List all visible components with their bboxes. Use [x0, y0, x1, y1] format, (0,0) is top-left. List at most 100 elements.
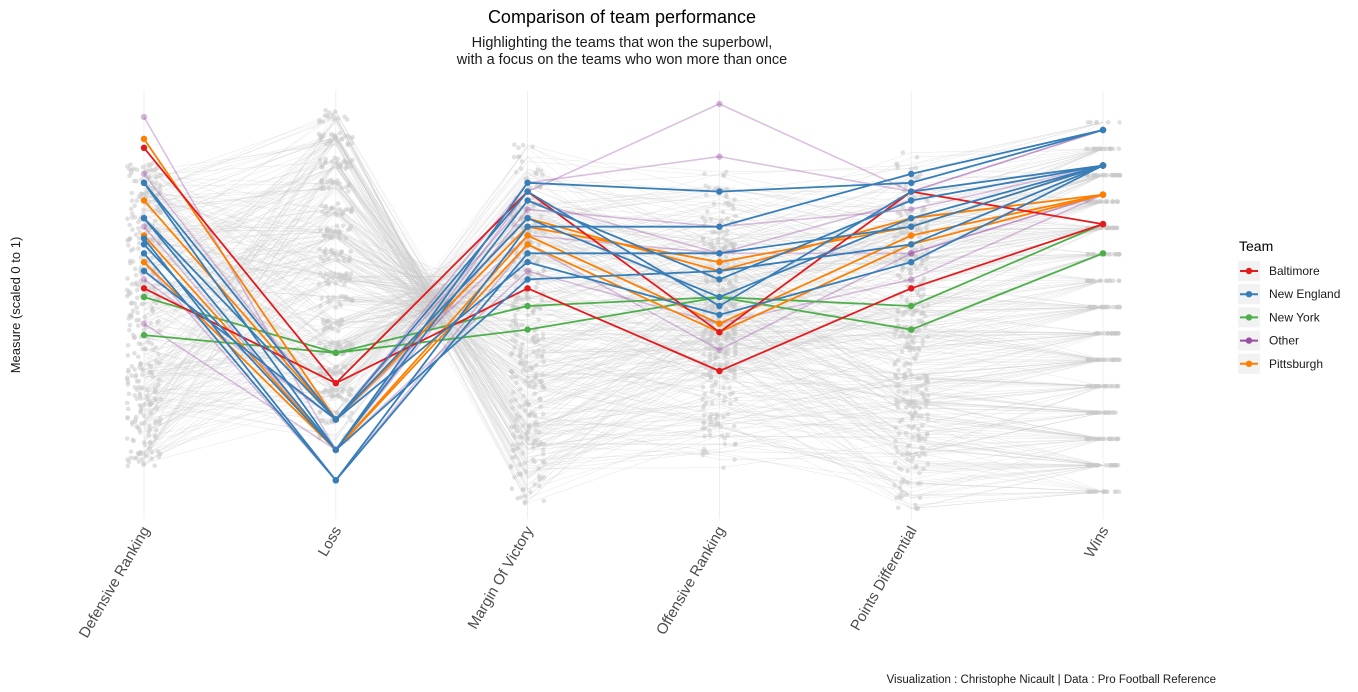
- background-point: [540, 452, 546, 457]
- legend-key-point: [1245, 314, 1253, 321]
- background-point: [326, 318, 332, 324]
- background-point: [512, 474, 517, 480]
- background-point: [317, 341, 323, 346]
- background-point: [896, 389, 901, 394]
- background-point: [903, 278, 908, 283]
- background-point: [902, 362, 907, 368]
- series-line-new-england: [143, 164, 1104, 421]
- series-point-new-england: [524, 276, 531, 283]
- background-line: [143, 248, 1104, 390]
- background-point: [141, 420, 147, 426]
- background-line: [143, 121, 1104, 492]
- background-line: [143, 169, 1104, 393]
- background-point: [701, 413, 707, 418]
- background-point: [725, 216, 730, 221]
- background-line: [143, 207, 1104, 402]
- background-line: [143, 156, 1104, 395]
- background-point: [714, 339, 720, 345]
- background-point: [517, 462, 522, 468]
- series-point-new-england: [908, 241, 915, 248]
- legend-key-point: [1245, 291, 1253, 298]
- background-point: [523, 469, 529, 474]
- background-point: [330, 275, 336, 281]
- background-point: [157, 183, 163, 188]
- background-point: [723, 254, 729, 260]
- background-point: [913, 451, 919, 457]
- background-line: [143, 262, 1104, 418]
- series-line-new-england: [143, 164, 1104, 482]
- background-line: [143, 188, 1104, 371]
- background-point: [134, 179, 139, 184]
- background-point: [154, 166, 160, 171]
- background-point: [125, 382, 131, 387]
- background-point: [716, 236, 721, 241]
- background-point: [1116, 278, 1122, 284]
- background-point: [323, 420, 329, 426]
- background-point: [129, 373, 134, 378]
- series-point-new-england: [332, 477, 339, 484]
- background-point: [323, 160, 328, 165]
- background-line: [143, 239, 1104, 388]
- background-point: [919, 208, 925, 214]
- background-point: [897, 184, 902, 189]
- background-point: [138, 254, 144, 260]
- background-point: [141, 207, 146, 212]
- background-point: [322, 113, 328, 118]
- background-point: [917, 405, 923, 411]
- background-line: [143, 163, 1104, 456]
- background-point: [133, 372, 139, 378]
- background-point: [1102, 331, 1107, 336]
- background-point: [728, 368, 733, 374]
- background-point: [706, 185, 712, 190]
- background-point: [125, 353, 131, 358]
- series-point-new-england: [524, 215, 531, 222]
- background-point: [897, 231, 903, 236]
- series-point-new-england: [524, 188, 531, 195]
- background-point: [918, 383, 924, 389]
- background-line: [143, 161, 1104, 440]
- background-point: [147, 439, 153, 445]
- background-point: [901, 375, 907, 381]
- series-point-new-york: [908, 326, 915, 333]
- background-point: [126, 316, 131, 321]
- background-point: [1085, 489, 1090, 495]
- series-point-new-england: [908, 188, 915, 195]
- background-point: [712, 229, 718, 235]
- background-point: [338, 163, 343, 168]
- background-point: [1097, 278, 1103, 284]
- background-point: [540, 172, 545, 178]
- background-point: [511, 154, 517, 160]
- background-point: [340, 272, 345, 278]
- background-point: [149, 180, 155, 186]
- background-point: [708, 354, 713, 360]
- background-point: [533, 285, 539, 290]
- background-point: [531, 438, 537, 443]
- background-point: [722, 441, 728, 447]
- series-point-other: [140, 170, 148, 178]
- background-point: [129, 190, 134, 196]
- series-point-new-york: [1099, 250, 1107, 257]
- background-point: [722, 394, 728, 400]
- background-point: [333, 253, 339, 259]
- series-point-new-england: [716, 302, 723, 310]
- background-line: [143, 167, 1104, 446]
- background-line: [143, 280, 1104, 356]
- background-line: [143, 238, 1104, 367]
- background-point: [514, 428, 520, 434]
- background-point: [529, 255, 534, 261]
- background-point: [907, 402, 912, 408]
- background-point: [709, 306, 715, 312]
- background-point: [324, 227, 330, 233]
- background-point: [1108, 278, 1113, 284]
- series-point-new-england: [716, 276, 723, 283]
- background-point: [708, 416, 713, 421]
- background-point: [530, 309, 536, 314]
- background-point: [716, 230, 722, 236]
- background-point: [136, 384, 142, 390]
- background-point: [523, 206, 528, 212]
- background-line: [143, 190, 1104, 348]
- series-point-new-york: [908, 302, 915, 310]
- background-point: [700, 452, 706, 458]
- background-point: [701, 329, 706, 335]
- background-point: [152, 463, 157, 469]
